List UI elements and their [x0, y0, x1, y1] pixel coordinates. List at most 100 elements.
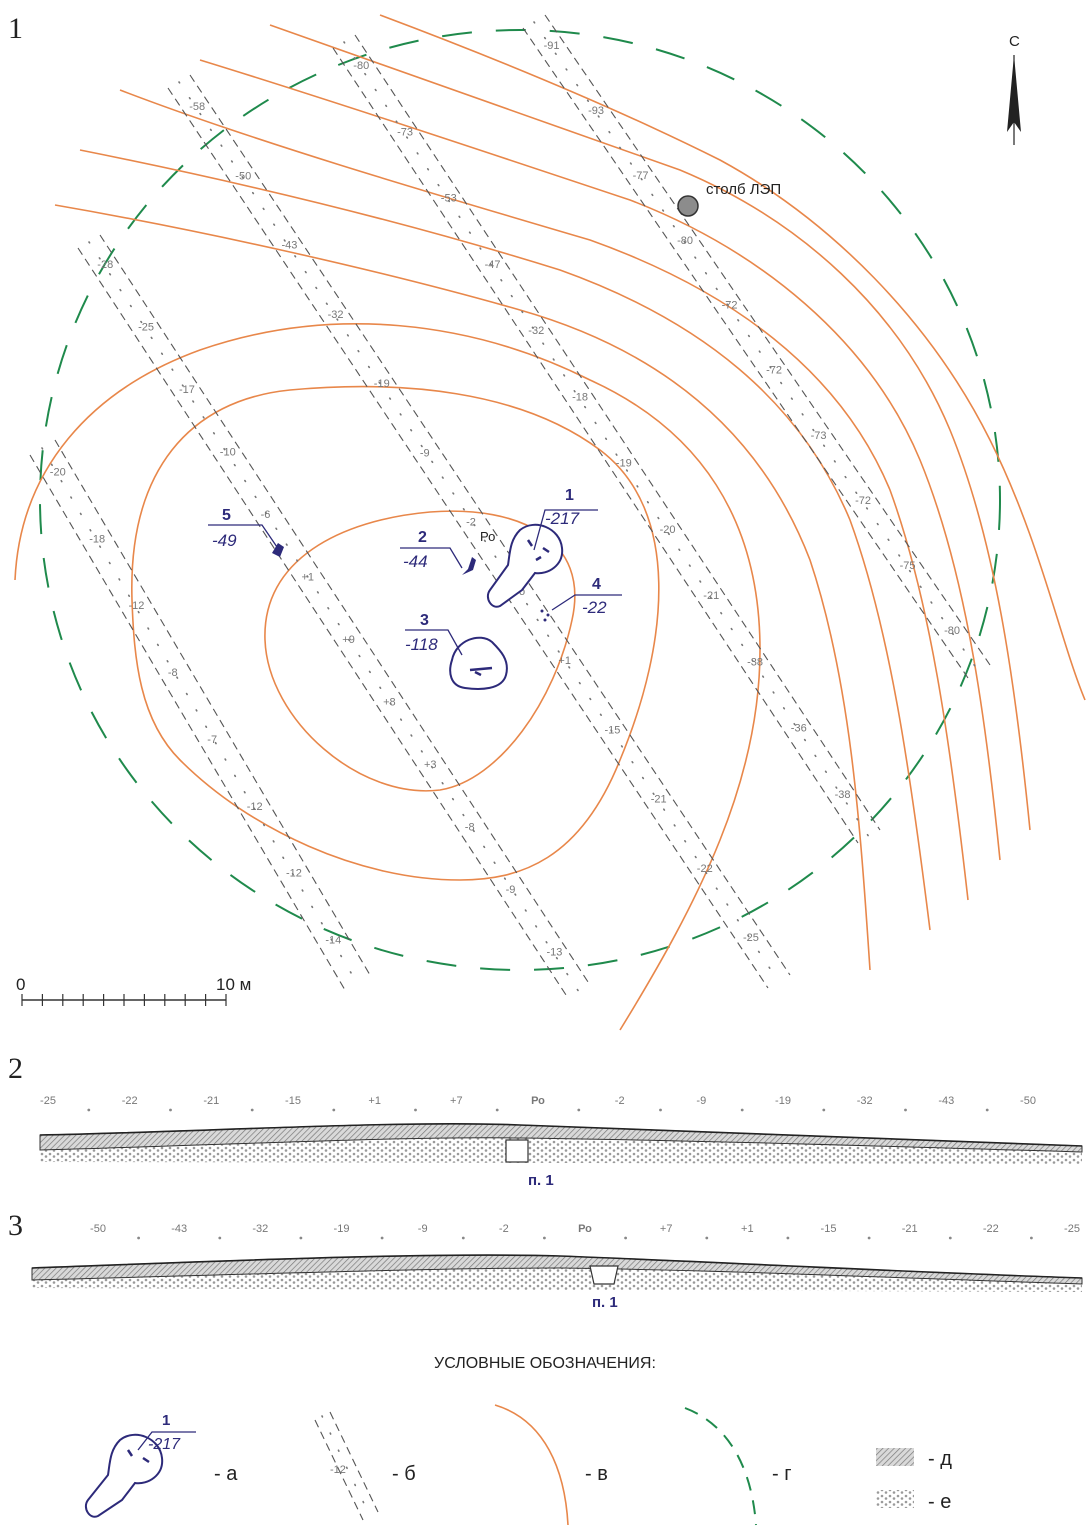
trench-2-depth-7: +9	[342, 634, 355, 646]
profile-b-tick-10: -15	[821, 1223, 837, 1235]
trench-1-depth-2: -18	[89, 533, 105, 545]
trench-1-depth-4: -8	[168, 667, 178, 679]
legend-sample-depth: -217	[148, 1436, 181, 1453]
legend-title: УСЛОВНЫЕ ОБОЗНАЧЕНИЯ:	[434, 1355, 656, 1372]
trench-3-depth-7: -2	[466, 517, 476, 529]
legend-hatch-swatch	[876, 1448, 914, 1466]
profile-b-tick-11: -21	[902, 1223, 918, 1235]
legend-boundary-icon	[684, 1407, 757, 1526]
power-pole-icon	[677, 195, 699, 217]
profile-a-tick-dot	[985, 1108, 989, 1112]
trench-3	[167, 74, 791, 989]
trenches	[29, 14, 991, 999]
profile-a-tick-7: Ро	[531, 1095, 545, 1107]
legend-label-b: - б	[392, 1463, 416, 1485]
profile-a-tick-dot	[414, 1108, 417, 1112]
scale-end-label: 10 м	[216, 975, 251, 994]
contour-5	[79, 149, 931, 931]
profile-b-tick-dot	[137, 1236, 141, 1240]
profile-b-tick-5: -9	[418, 1223, 428, 1235]
profile-a-tick-3: -21	[203, 1095, 219, 1107]
profile-b-tick-dot	[218, 1236, 222, 1240]
feature-3-pit-icon	[449, 636, 508, 690]
contour-8	[269, 24, 1031, 831]
feature-3-number: 3	[420, 612, 429, 629]
datum-label-ro: Ро	[480, 529, 495, 544]
trench-2-depth-3: -17	[179, 384, 195, 396]
trench-2-depth-9: +3	[424, 759, 437, 771]
site-boundary-line	[39, 29, 1001, 971]
legend-item-v: - в	[494, 1404, 608, 1526]
trench-1-depth-1: -20	[50, 466, 66, 478]
trench-3-depth-9: +1	[558, 655, 571, 667]
profile-a-tick-9: -9	[696, 1095, 706, 1107]
contour-2	[131, 385, 660, 881]
trench-1-depth-7: -12	[286, 868, 302, 880]
profile-a-tick-5: +1	[368, 1095, 381, 1107]
trench-3-depth-6: -9	[420, 447, 430, 459]
profile-b-tick-dot	[299, 1236, 303, 1240]
feature-5-leader	[208, 524, 278, 548]
trench-2-depth-12: -13	[547, 946, 563, 958]
profile-a-tick-2: -22	[122, 1095, 138, 1107]
trench-1-depth-6: -12	[247, 801, 263, 813]
profile-a-tick-8: -2	[615, 1095, 625, 1107]
profile-a-tick-4: -15	[285, 1095, 301, 1107]
trench-3-depth-10: -15	[605, 724, 621, 736]
contour-6	[119, 89, 969, 901]
north-arrow-icon	[1007, 55, 1021, 145]
trench-2-depth-2: -25	[138, 321, 154, 333]
feature-1-leader	[533, 509, 598, 551]
profile-b-tick-4: -19	[334, 1223, 350, 1235]
profile-b-tick-9: +1	[741, 1223, 754, 1235]
north-label: С	[1009, 33, 1020, 50]
profile-b-pit-label: п. 1	[592, 1294, 618, 1311]
profile-b-tick-2: -43	[171, 1223, 187, 1235]
feature-2-depth: -44	[403, 552, 428, 571]
trench-4-depth-2: -73	[397, 126, 413, 138]
profile-a-tick-13: -50	[1020, 1095, 1036, 1107]
profile-a-tick-12: -43	[938, 1095, 954, 1107]
profile-a-tick-6: +7	[450, 1095, 463, 1107]
feature-4-depth: -22	[582, 598, 607, 617]
contour-4	[54, 204, 871, 971]
profile-b-tick-12: -22	[983, 1223, 999, 1235]
trench-5-depth-3: -77	[633, 170, 649, 182]
scale-start-label: 0	[16, 975, 25, 994]
legend-item-b: -12 - б	[314, 1411, 416, 1521]
trench-4-depth-1: -80	[353, 60, 369, 72]
legend-item-a: 1 -217 - а	[84, 1412, 238, 1518]
trench-4-depth-10: -38	[747, 656, 763, 668]
trench-2-depth-10: -8	[465, 821, 475, 833]
profile-b-section	[31, 1254, 1083, 1292]
trench-4-depth-11: -36	[791, 723, 807, 735]
trench-3-depth-5: -19	[374, 378, 390, 390]
trench-3-depth-11: -21	[651, 794, 667, 806]
trench-5-depth-4: -80	[677, 235, 693, 247]
feature-3-depth: -118	[405, 635, 438, 654]
trench-5-depth-1: -91	[544, 40, 560, 52]
profile-a-tick-1: -25	[40, 1095, 56, 1107]
contour-3	[14, 323, 761, 1031]
feature-2-find-icon	[462, 557, 476, 575]
trench-4-depth-9: -21	[703, 590, 719, 602]
contour-9	[379, 14, 1086, 701]
profile-b-tick-dot	[867, 1236, 871, 1240]
trench-5-depth-10: -80	[944, 625, 960, 637]
scale-bar	[21, 994, 227, 1006]
profile-b-tick-dot	[624, 1236, 627, 1240]
profile-a-pit-label: п. 1	[528, 1172, 554, 1189]
profile-b-tick-13: -25	[1064, 1223, 1080, 1235]
trench-2-depth-8: +8	[383, 696, 396, 708]
profile-a-section	[39, 1123, 1083, 1164]
trench-5-depth-5: -72	[722, 300, 738, 312]
contour-7	[199, 59, 1001, 861]
trench-1-depth-5: -7	[207, 734, 217, 746]
profile-a-tick-dot	[904, 1108, 907, 1112]
profile-b-pit-icon	[589, 1265, 619, 1285]
trench-5-depth-6: -72	[766, 365, 782, 377]
feature-4-number: 4	[592, 576, 601, 593]
profile-a-tick-dot	[169, 1108, 172, 1112]
feature-5-depth: -49	[212, 531, 237, 550]
trench-2-depth-4: -10	[220, 446, 236, 458]
